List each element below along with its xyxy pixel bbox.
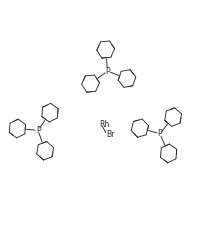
Text: P: P xyxy=(158,129,162,138)
Text: P: P xyxy=(105,67,110,76)
Text: P: P xyxy=(36,126,40,135)
Text: Rh: Rh xyxy=(99,120,109,129)
Text: Br: Br xyxy=(106,130,115,139)
